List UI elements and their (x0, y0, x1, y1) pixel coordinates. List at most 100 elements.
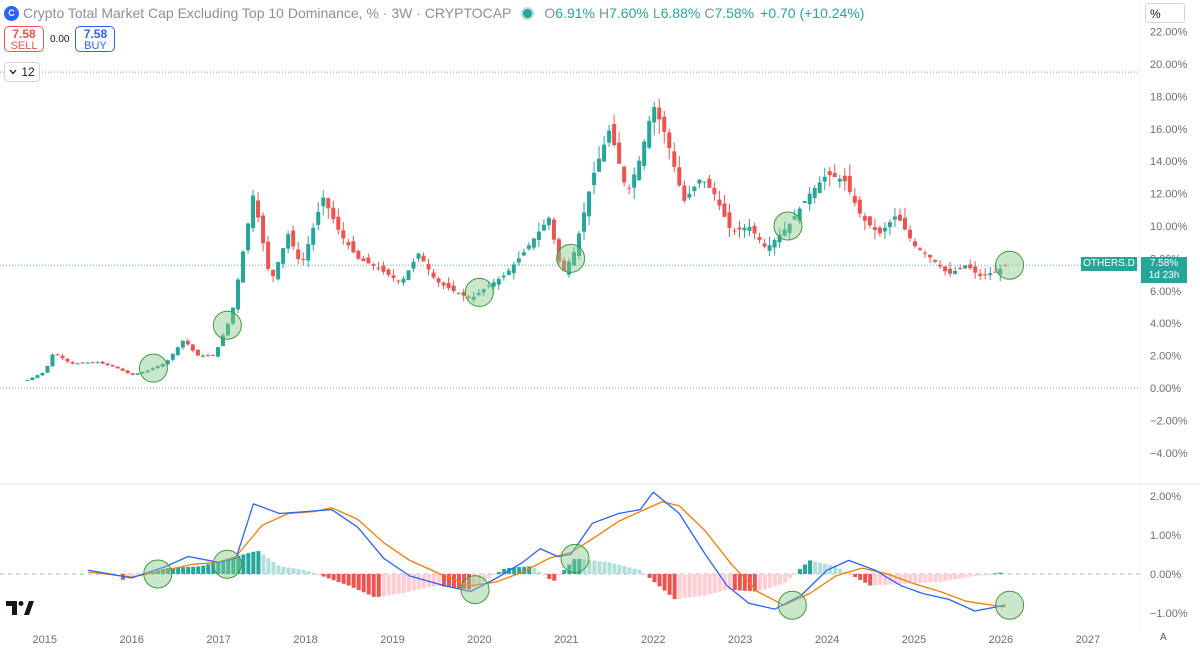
macd-histogram-bar (953, 574, 958, 580)
candle-body (125, 370, 130, 374)
candle-body (933, 259, 938, 262)
candle-body (256, 200, 261, 218)
candle-body (822, 176, 827, 182)
macd-histogram-bar (883, 574, 888, 585)
candle-body (717, 199, 722, 206)
macd-histogram-bar (472, 574, 477, 588)
candle-body (100, 361, 105, 364)
candle-body (366, 257, 371, 264)
macd-histogram-bar (853, 574, 858, 578)
candle-body (607, 130, 612, 143)
macd-y-tick-label: −1.00% (1150, 608, 1188, 620)
macd-line (88, 491, 1006, 612)
candle-body (200, 355, 205, 357)
macd-histogram-bar (416, 574, 421, 590)
macd-histogram-bar (808, 560, 813, 574)
candle-body (426, 264, 431, 270)
candle-body (90, 362, 95, 364)
candle-body (461, 292, 466, 296)
sell-button[interactable]: 7.58 SELL (4, 26, 44, 52)
macd-histogram-bar (431, 574, 436, 587)
candle-body (1003, 265, 1008, 267)
y-tick-label: 14.00% (1150, 156, 1188, 168)
macd-histogram-bar (291, 568, 296, 574)
macd-histogram-bar (607, 562, 612, 574)
buy-button[interactable]: 7.58 BUY (75, 26, 116, 52)
x-tick-label: 2020 (467, 634, 491, 646)
macd-histogram-bar (231, 557, 236, 574)
auto-scale-button[interactable]: A (1160, 632, 1167, 643)
candle-body (281, 248, 286, 264)
candle-body (486, 285, 491, 287)
candle-body (837, 178, 842, 182)
macd-histogram-bar (467, 574, 472, 590)
x-tick-label: 2019 (380, 634, 404, 646)
macd-histogram-bar (371, 574, 376, 597)
candle-body (441, 282, 446, 286)
macd-histogram-bar (236, 555, 241, 574)
candle-body (872, 227, 877, 231)
candle-body (722, 203, 727, 217)
candle-body (707, 178, 712, 188)
tradingview-logo-icon[interactable] (6, 600, 34, 616)
macd-histogram-bar (386, 574, 391, 596)
macd-histogram-bar (527, 566, 532, 574)
candle-body (381, 265, 386, 272)
x-tick-label: 2021 (554, 634, 578, 646)
interval-selector[interactable]: 12 (4, 62, 40, 82)
macd-histogram-bar (732, 574, 737, 591)
trade-panel: 7.58 SELL 0.00 7.58 BUY (4, 26, 116, 52)
candle-body (346, 242, 351, 246)
macd-histogram-bar (943, 574, 948, 581)
high-label: H (598, 5, 610, 21)
macd-histogram-bar (552, 574, 557, 581)
candle-body (862, 216, 867, 221)
macd-histogram-bar (747, 574, 752, 592)
candle-body (988, 273, 993, 276)
candle-body (802, 201, 807, 203)
macd-histogram-bar (682, 574, 687, 599)
macd-histogram-bar (968, 574, 973, 577)
candle-body (145, 370, 150, 373)
macd-histogram-bar (562, 569, 567, 574)
macd-histogram-bar (346, 574, 351, 586)
candle-body (882, 227, 887, 232)
sell-price: 7.58 (12, 27, 36, 41)
candle-body (516, 258, 521, 263)
macd-histogram-bar (752, 574, 757, 592)
candle-body (271, 269, 276, 277)
candle-body (105, 363, 110, 366)
macd-histogram-bar (246, 553, 251, 574)
change-value: +0.70 (+10.24%) (760, 5, 865, 21)
chart-title[interactable]: Crypto Total Market Cap Excluding Top 10… (23, 5, 512, 21)
macd-histogram-bar (762, 574, 767, 590)
candle-body (642, 141, 647, 166)
candle-body (948, 268, 953, 274)
candle-body (491, 282, 496, 287)
macd-histogram-bar (717, 574, 722, 592)
x-tick-label: 2026 (989, 634, 1013, 646)
candle-body (376, 267, 381, 269)
x-tick-label: 2015 (33, 634, 57, 646)
candle-body (436, 278, 441, 283)
candle-body (155, 366, 160, 369)
candle-body (958, 268, 963, 270)
macd-histogram-bar (381, 574, 386, 597)
macd-histogram-bar (567, 564, 572, 574)
candle-body (40, 372, 45, 376)
candle-body (973, 266, 978, 273)
macd-histogram-bar (642, 573, 647, 575)
candle-body (652, 106, 657, 123)
candle-body (551, 219, 556, 240)
candle-body (577, 233, 582, 256)
scale-mode-input[interactable]: % (1145, 3, 1185, 23)
macd-histogram-bar (667, 574, 672, 595)
macd-histogram-bar (446, 574, 451, 588)
macd-histogram-bar (391, 574, 396, 595)
macd-histogram-bar (973, 574, 978, 576)
candle-body (401, 278, 406, 283)
macd-histogram-bar (296, 569, 301, 574)
candle-body (702, 181, 707, 183)
candle-body (928, 254, 933, 258)
